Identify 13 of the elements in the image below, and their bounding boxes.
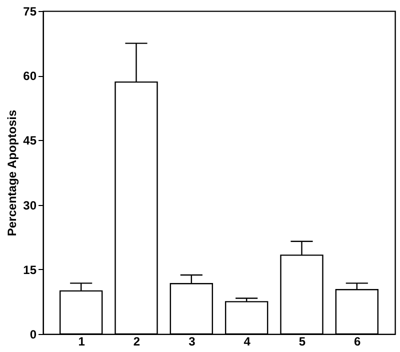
x-tick-label: 5 — [298, 334, 306, 348]
x-tick-label: 2 — [133, 334, 140, 348]
y-axis-title: Percentage Apoptosis — [5, 110, 20, 236]
x-tick-label: 4 — [244, 334, 251, 348]
x-tick-label: 3 — [188, 334, 196, 348]
x-tick-label: 6 — [354, 334, 362, 348]
y-tick-label: 75 — [23, 4, 37, 18]
y-tick-label: 30 — [23, 198, 37, 212]
y-tick-label: 0 — [30, 328, 37, 342]
y-tick-label: 45 — [23, 134, 37, 148]
y-tick-label: 60 — [23, 69, 37, 84]
y-tick-label: 15 — [23, 262, 37, 277]
x-tick-label: 1 — [78, 334, 86, 348]
